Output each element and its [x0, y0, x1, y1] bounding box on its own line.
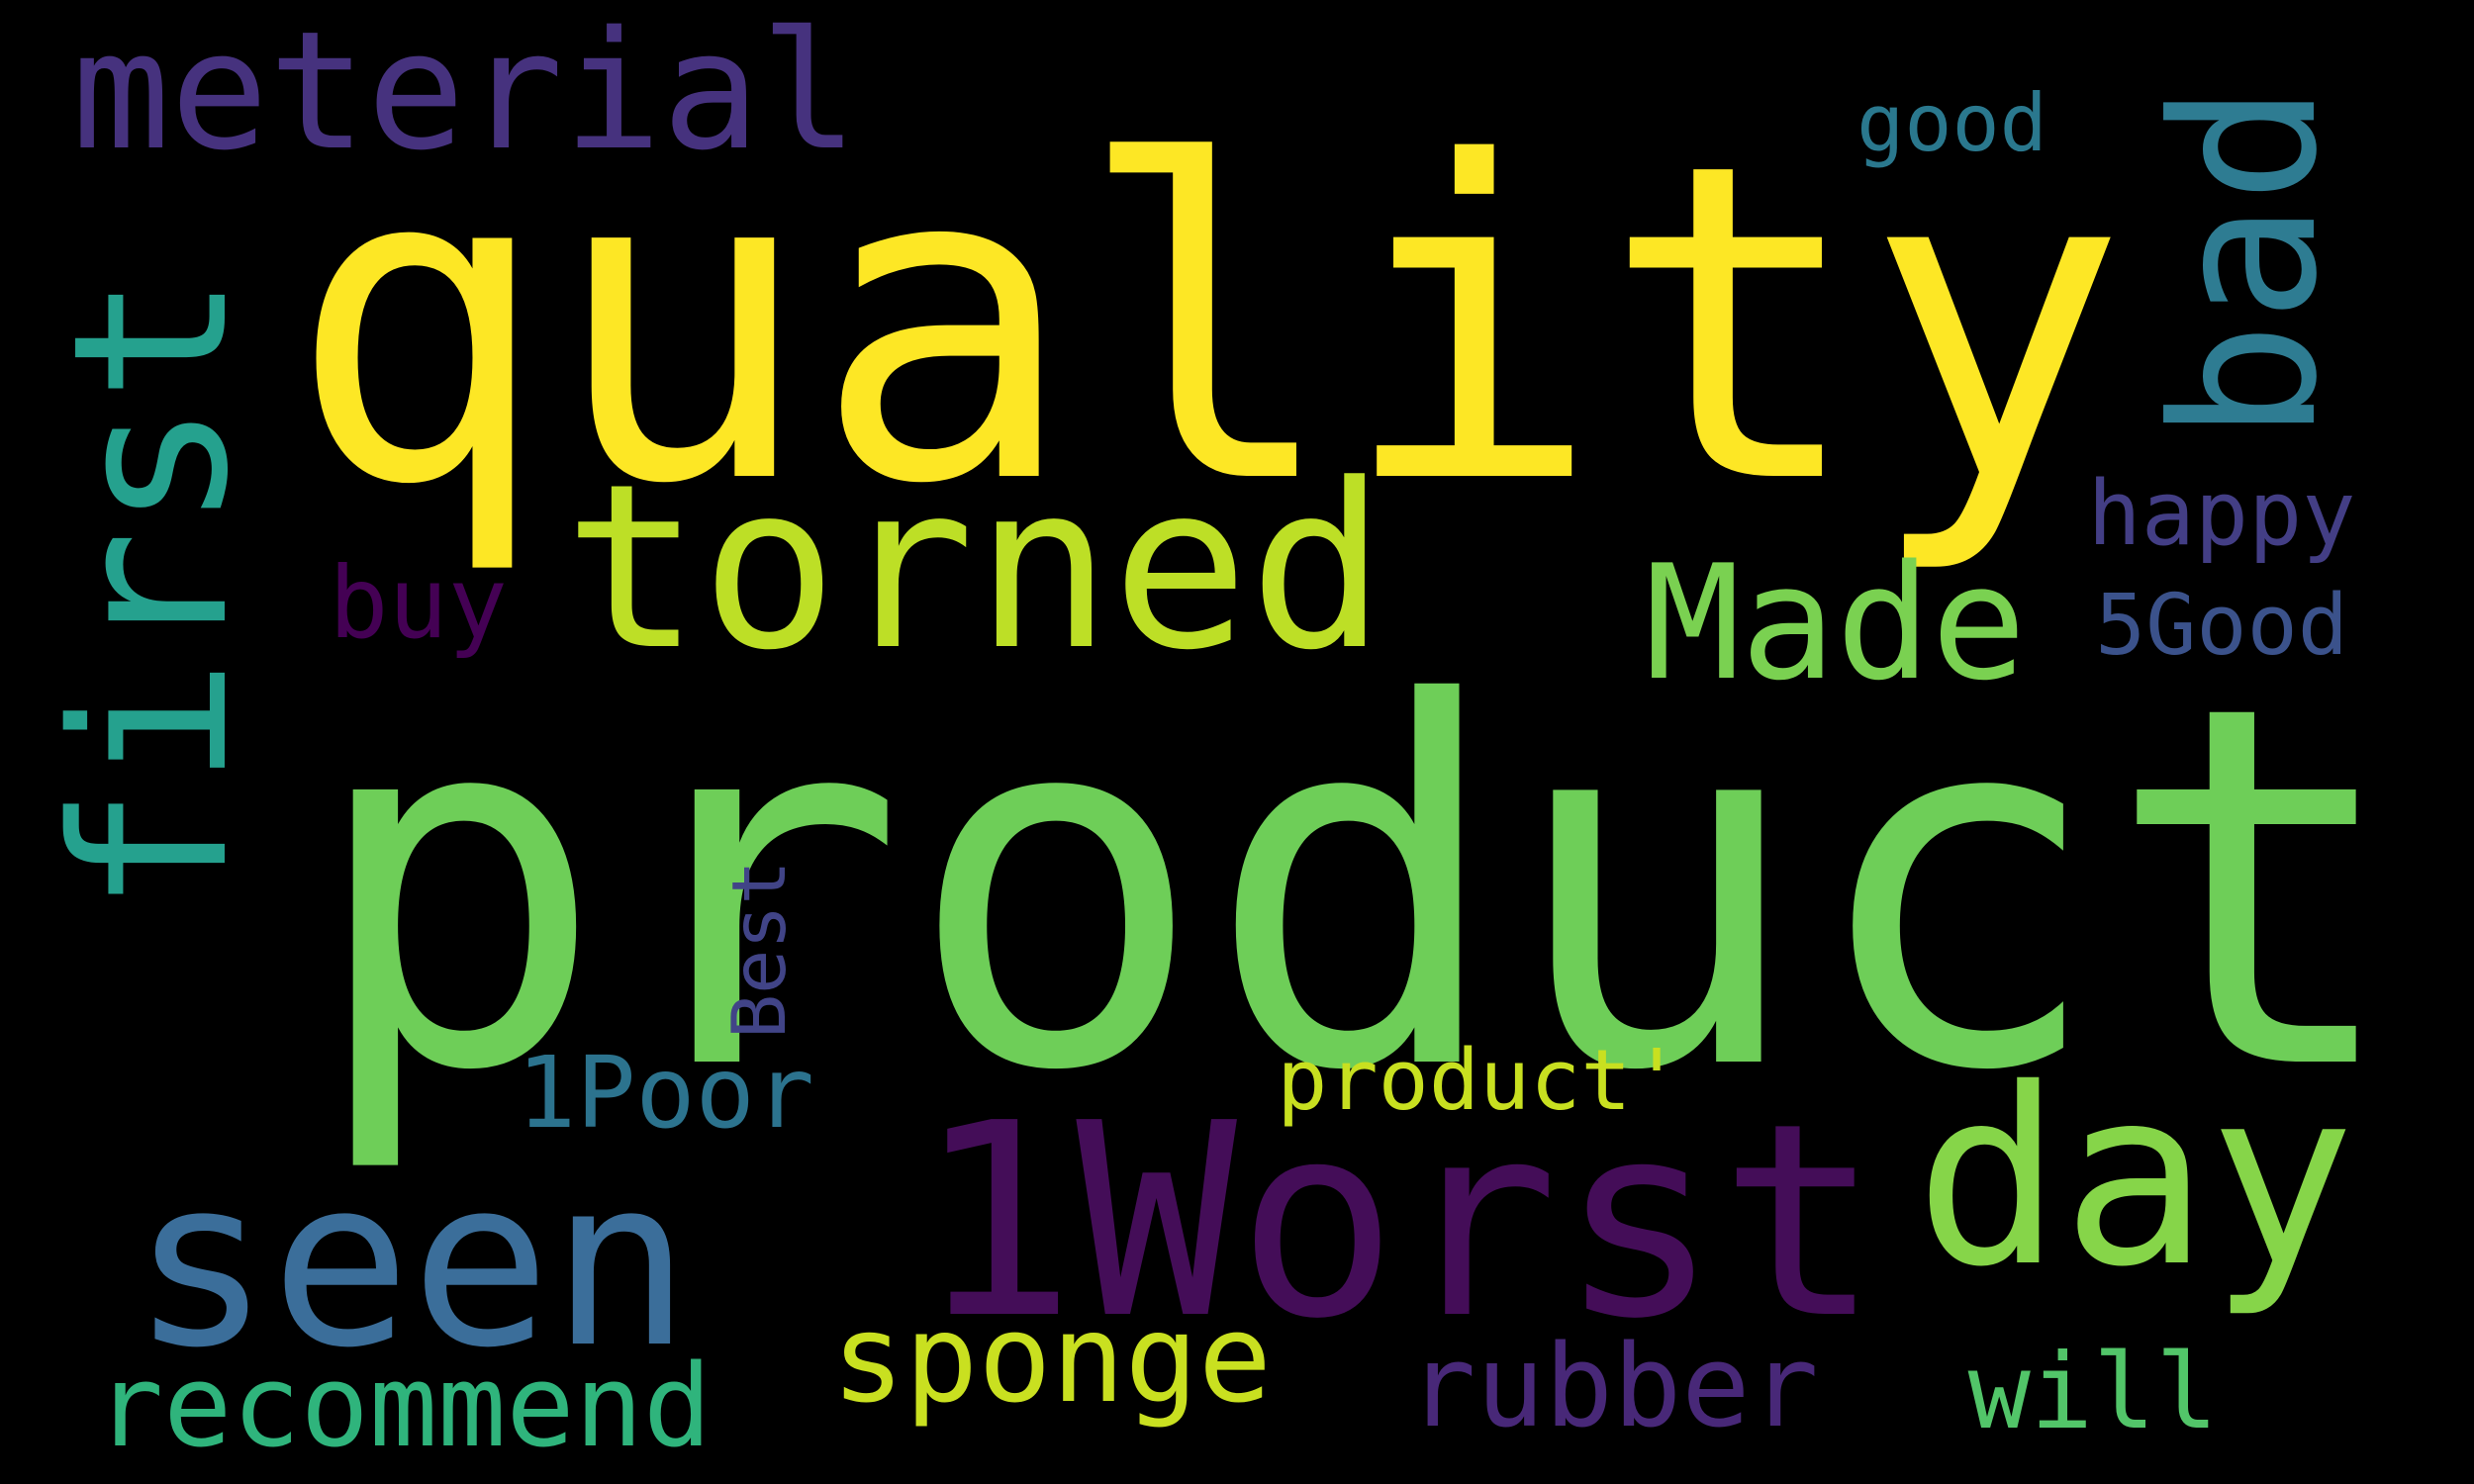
word-torned: torned [563, 436, 1386, 700]
word-buy: buy [329, 545, 508, 661]
word-made: Made [1645, 530, 2027, 715]
word-good: good [1856, 77, 2047, 169]
word-best: Best [715, 860, 803, 1040]
word-day: day [1915, 1037, 2355, 1322]
word-5good: 5Good [2095, 577, 2348, 675]
word-bad: bad [2131, 83, 2361, 441]
word-product-quote: product' [1277, 1032, 1682, 1130]
word-happy: happy [2087, 462, 2356, 566]
word-product: product [307, 600, 2405, 1180]
word-1worst: 1Worst [914, 1066, 1881, 1377]
word-recommend: recommend [94, 1341, 713, 1473]
word-first: first [27, 273, 275, 914]
word-1poor: 1Poor [516, 1035, 815, 1151]
word-seen: seen [131, 1129, 691, 1399]
word-will: will [1967, 1332, 2219, 1452]
word-meterial: meterial [71, 0, 859, 186]
word-sponge: sponge [831, 1289, 1272, 1432]
word-rubber: rubber [1407, 1321, 1819, 1453]
word-quality: quality [286, 71, 2128, 581]
